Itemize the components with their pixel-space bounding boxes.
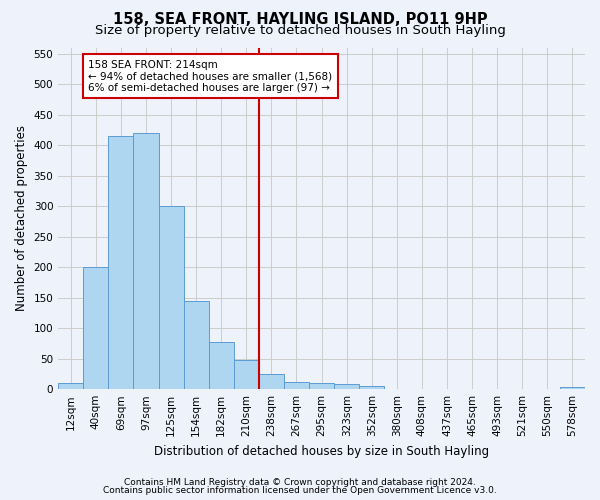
Bar: [284, 382, 309, 389]
Text: Size of property relative to detached houses in South Hayling: Size of property relative to detached ho…: [95, 24, 505, 37]
Bar: [83, 267, 109, 389]
Bar: [58, 383, 83, 389]
Bar: [259, 374, 284, 389]
Text: 158, SEA FRONT, HAYLING ISLAND, PO11 9HP: 158, SEA FRONT, HAYLING ISLAND, PO11 9HP: [113, 12, 487, 28]
Bar: [234, 360, 259, 389]
Bar: [184, 300, 209, 389]
Bar: [109, 136, 133, 389]
Bar: [133, 133, 158, 389]
Text: Contains HM Land Registry data © Crown copyright and database right 2024.: Contains HM Land Registry data © Crown c…: [124, 478, 476, 487]
Bar: [560, 386, 585, 389]
Bar: [309, 383, 334, 389]
X-axis label: Distribution of detached houses by size in South Hayling: Distribution of detached houses by size …: [154, 444, 489, 458]
Y-axis label: Number of detached properties: Number of detached properties: [15, 126, 28, 312]
Text: 158 SEA FRONT: 214sqm
← 94% of detached houses are smaller (1,568)
6% of semi-de: 158 SEA FRONT: 214sqm ← 94% of detached …: [88, 60, 332, 93]
Bar: [359, 386, 385, 389]
Text: Contains public sector information licensed under the Open Government Licence v3: Contains public sector information licen…: [103, 486, 497, 495]
Bar: [209, 342, 234, 389]
Bar: [158, 206, 184, 389]
Bar: [334, 384, 359, 389]
